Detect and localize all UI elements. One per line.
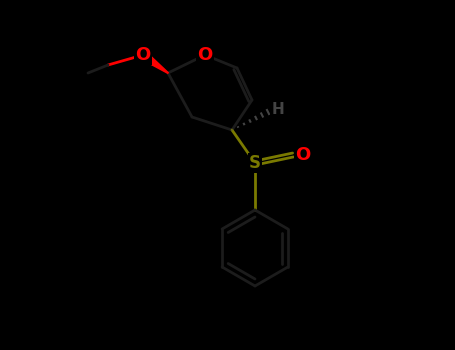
Text: O: O bbox=[136, 46, 151, 64]
Text: O: O bbox=[197, 46, 212, 64]
Polygon shape bbox=[141, 51, 168, 73]
Text: O: O bbox=[295, 146, 311, 164]
Text: S: S bbox=[249, 154, 261, 172]
Text: H: H bbox=[272, 102, 284, 117]
